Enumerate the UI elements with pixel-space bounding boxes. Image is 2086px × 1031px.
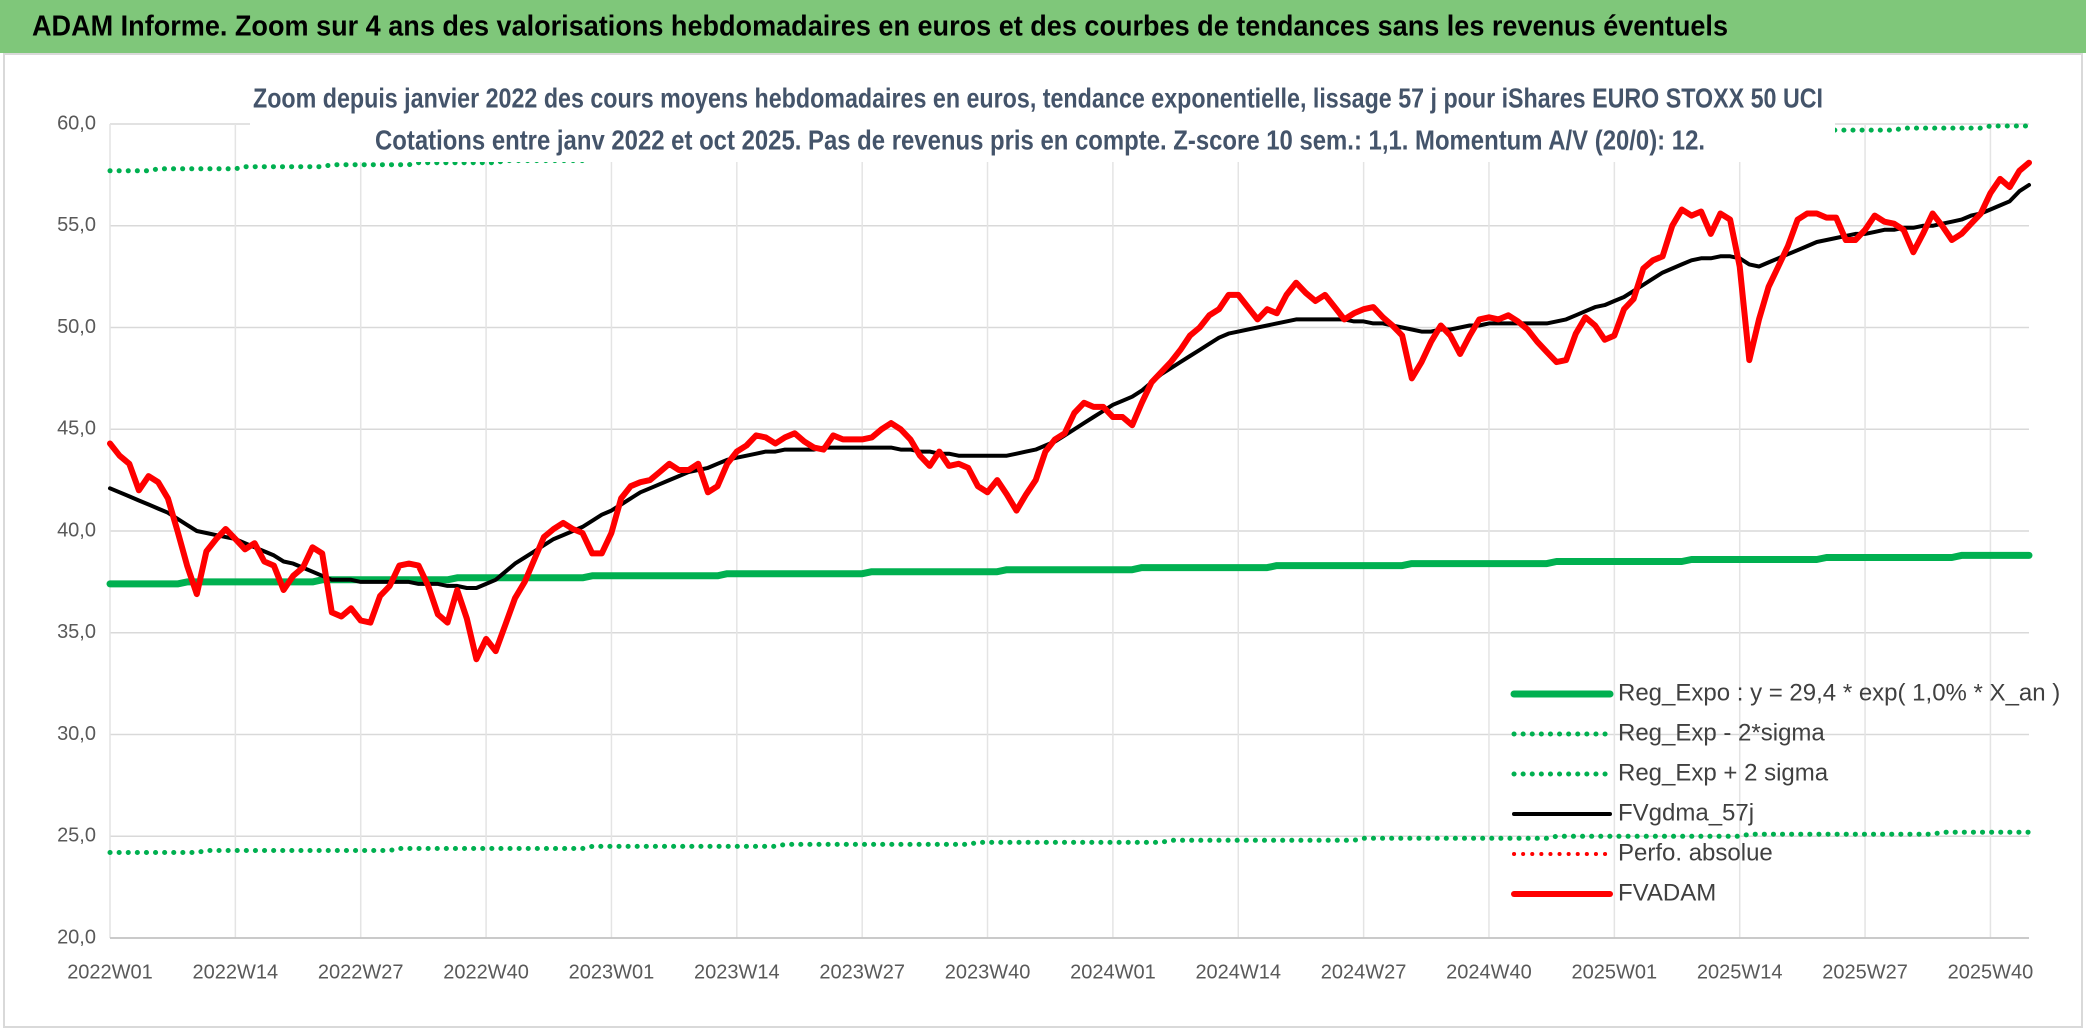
x-tick-label: 2025W14	[1697, 961, 1783, 983]
legend: Reg_Expo : y = 29,4 * exp( 1,0% * X_an )…	[1510, 679, 2060, 906]
y-tick-label: 50,0	[57, 316, 96, 338]
x-tick-label: 2024W01	[1070, 961, 1156, 983]
series-line	[107, 829, 2032, 855]
y-tick-label: 30,0	[57, 723, 96, 745]
legend-label: Reg_Exp - 2*sigma	[1618, 719, 1825, 746]
legend-label: Perfo. absolue	[1618, 839, 1773, 866]
x-tick-label: 2022W01	[67, 961, 153, 983]
y-tick-label: 45,0	[57, 418, 96, 440]
y-tick-label: 40,0	[57, 519, 96, 541]
x-tick-label: 2022W14	[193, 961, 279, 983]
chart-title: Zoom depuis janvier 2022 des cours moyen…	[253, 82, 1823, 113]
x-tick-label: 2023W27	[819, 961, 905, 983]
y-tick-label: 35,0	[57, 621, 96, 643]
x-tick-label: 2025W40	[1948, 961, 2034, 983]
y-tick-label: 25,0	[57, 825, 96, 847]
title-box	[250, 78, 1835, 162]
x-tick-label: 2025W01	[1572, 961, 1658, 983]
y-tick-label: 55,0	[57, 214, 96, 236]
x-tick-label: 2024W27	[1321, 961, 1407, 983]
chart-frame	[3, 53, 2083, 1028]
y-tick-label: 60,0	[57, 112, 96, 134]
series-line	[107, 159, 2032, 663]
legend-label: FVADAM	[1618, 879, 1716, 906]
header-title: ADAM Informe. Zoom sur 4 ans des valoris…	[32, 11, 1728, 43]
x-tick-label: 2023W40	[945, 961, 1031, 983]
legend-label: Reg_Expo : y = 29,4 * exp( 1,0% * X_an )	[1618, 679, 2060, 706]
x-tick-label: 2022W27	[318, 961, 404, 983]
x-tick-label: 2024W40	[1446, 961, 1532, 983]
legend-label: FVgdma_57j	[1618, 799, 1754, 826]
x-tick-label: 2023W14	[694, 961, 780, 983]
legend-label: Reg_Exp + 2 sigma	[1618, 759, 1829, 786]
header-bar	[0, 0, 2086, 53]
x-tick-label: 2023W01	[569, 961, 655, 983]
plot-area: 20,0 25,0 30,0 35,0 40,0 45,0 50,0 55,0 60,0 2022…	[57, 112, 2033, 983]
series-line	[106, 551, 2033, 588]
x-tick-label: 2022W40	[443, 961, 529, 983]
y-tick-label: 20,0	[57, 926, 96, 948]
chart-subtitle: Cotations entre janv 2022 et oct 2025. P…	[375, 124, 1705, 155]
x-tick-label: 2025W27	[1822, 961, 1908, 983]
x-tick-label: 2024W14	[1195, 961, 1281, 983]
